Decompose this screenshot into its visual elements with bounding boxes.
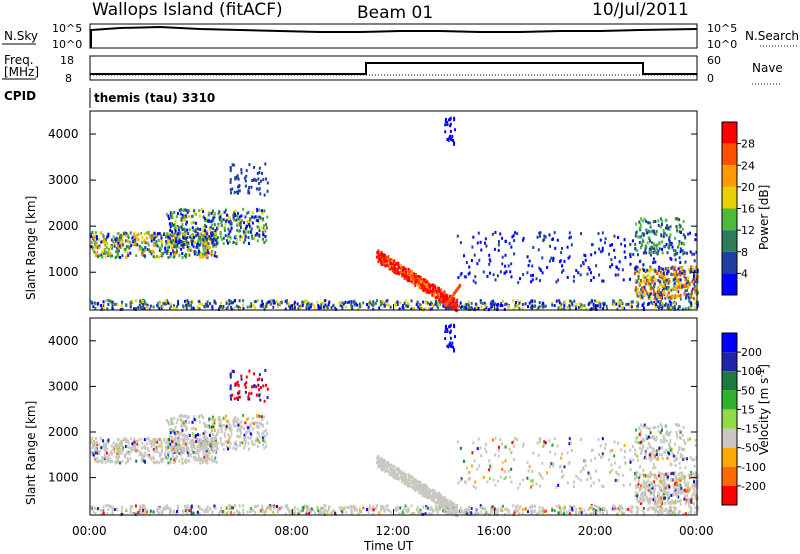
freq-panel (89, 55, 698, 81)
freq-tick-bottom: 8 (65, 72, 72, 85)
noise-tick-left-top: 10^5 (52, 22, 82, 35)
velocity-ylabel: Slant Range [km] (24, 401, 38, 505)
xtick-label: 20:00 (578, 524, 613, 538)
xtick-label: 00:00 (679, 524, 714, 538)
ytick-label: 3000 (48, 379, 79, 393)
legend-swatch (722, 428, 737, 448)
ytick-label: 1000 (48, 265, 79, 279)
legend-swatch (722, 390, 737, 410)
xtick-label: 00:00 (72, 524, 107, 538)
noise-tick-left-bottom: 10^0 (52, 38, 82, 51)
legend-swatch (722, 165, 737, 187)
legend-tick: -50 (741, 442, 759, 455)
nave-tick-bottom: 0 (707, 72, 714, 85)
ytick-label: 3000 (48, 173, 79, 187)
site-title: Wallops Island (fitACF) (92, 0, 283, 20)
xtick-label: 08:00 (274, 524, 309, 538)
freq-series (90, 62, 697, 75)
xtick-label: 04:00 (173, 524, 208, 538)
xtick-label: 12:00 (376, 524, 411, 538)
freq-unit: [MHz] (4, 65, 39, 79)
noise-tick-right-bottom: 10^0 (707, 38, 737, 51)
legend-tick: 4 (741, 267, 748, 280)
nave-label: Nave (752, 61, 783, 75)
noise-tick-right-top: 10^5 (707, 22, 737, 35)
nsky-series (90, 25, 698, 48)
power-legend-label: Power [dB] (757, 185, 771, 250)
nsky-label: N.Sky (4, 29, 38, 43)
legend-swatch (722, 251, 737, 274)
velocity-legend: 200 100 50 15 -15 -50 -100 -200 (721, 332, 766, 506)
nave-tick-top: 60 (707, 54, 721, 67)
ytick-label: 2000 (48, 219, 79, 233)
legend-tick: 24 (741, 159, 755, 172)
date-title: 10/Jul/2011 (592, 0, 689, 20)
legend-swatch (722, 447, 737, 467)
legend-tick: 100 (741, 365, 762, 378)
xaxis-label: Time UT (363, 539, 414, 553)
nsearch-label: N.Search (745, 29, 799, 43)
legend-tick: 28 (741, 138, 755, 151)
power-ylabel: Slant Range [km] (24, 196, 38, 300)
legend-swatch (722, 143, 737, 166)
legend-tick: 20 (741, 181, 755, 194)
legend-tick: 16 (741, 203, 755, 216)
legend-tick: -200 (741, 480, 766, 493)
legend-tick: -15 (741, 423, 759, 436)
legend-swatch (722, 333, 737, 353)
freq-tick-top: 18 (60, 54, 74, 67)
legend-tick: 50 (741, 384, 755, 397)
cpid-label: CPID (4, 89, 36, 103)
legend-swatch (722, 352, 737, 372)
ytick-label: 1000 (48, 471, 79, 485)
legend-tick: -100 (741, 461, 766, 474)
legend-swatch (722, 186, 737, 209)
legend-swatch (722, 371, 737, 391)
legend-swatch (722, 273, 737, 295)
legend-swatch (722, 208, 737, 231)
legend-swatch (722, 409, 737, 429)
ytick-label: 4000 (48, 127, 79, 141)
ytick-label: 2000 (48, 425, 79, 439)
beam-title: Beam 01 (357, 3, 433, 23)
legend-swatch (722, 122, 737, 144)
legend-swatch (722, 485, 737, 505)
freq-label: Freq. (4, 53, 34, 67)
legend-tick: 15 (741, 403, 755, 416)
legend-swatch (722, 466, 737, 486)
ytick-label: 4000 (48, 334, 79, 348)
xtick-label: 16:00 (477, 524, 512, 538)
legend-tick: 200 (741, 346, 762, 359)
power-scatter (90, 116, 699, 313)
legend-tick: 8 (741, 246, 748, 259)
cpid-value: themis (tau) 3310 (94, 91, 215, 105)
power-legend: 28 24 20 16 12 8 4 (721, 121, 755, 296)
legend-swatch (722, 230, 737, 252)
velocity-legend-label: Velocity [m s-1] (757, 364, 771, 455)
velocity-scatter (90, 323, 699, 518)
legend-tick: 12 (741, 224, 755, 237)
